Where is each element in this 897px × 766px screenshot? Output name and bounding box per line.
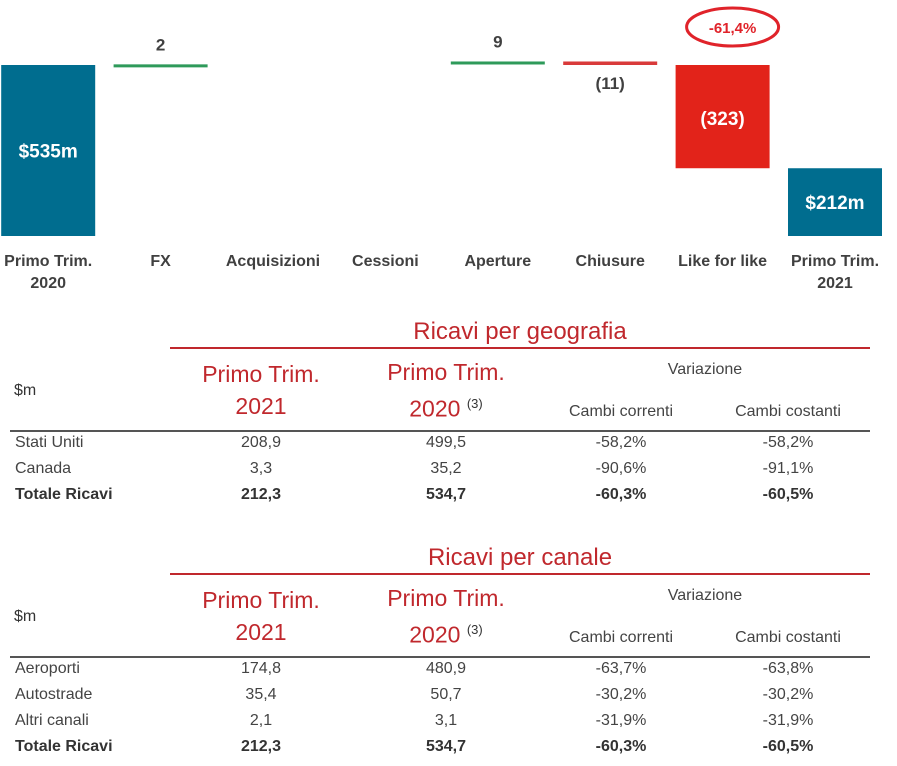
channel-cell-v3: -60,3% [595, 738, 647, 755]
category-label-3-0: Cessioni [352, 253, 419, 270]
channel-header-rule [10, 656, 870, 658]
channel-cell-v1: 35,4 [245, 686, 277, 703]
category-label-4-0: Aperture [464, 253, 531, 270]
geo-col-2021-header: Primo Trim. 2021 [186, 358, 336, 422]
bar-increase-1 [113, 64, 208, 68]
geo-sub-costanti: Cambi costanti [735, 403, 841, 420]
geo-row: Stati Uniti 208,9 499,5 -58,2% -58,2% [0, 434, 897, 460]
channel-cell-label: Altri canali [15, 712, 89, 729]
channel-col-2020-line2: 2020 [409, 621, 461, 648]
geo-cell-v2: 499,5 [425, 434, 467, 451]
channel-footnote-ref: (3) [466, 622, 483, 637]
channel-col-2020-line1: Primo Trim. [387, 585, 505, 611]
geo-table-title: Ricavi per geografia [413, 318, 627, 345]
waterfall-chart: $535m Primo Trim. 2020 2 FX Acquisizioni Cessi… [1, 6, 882, 292]
channel-cell-v4: -63,8% [762, 660, 814, 677]
callout-ellipse [685, 6, 781, 48]
geo-col-2020-line2: 2020 [409, 395, 461, 422]
channel-cell-label: Autostrade [15, 686, 93, 703]
bar-value-label-7: $212m [805, 193, 864, 214]
geo-footnote-ref: (3) [466, 396, 483, 411]
channel-unit-label: $m [14, 608, 37, 625]
geo-col-2020-header: Primo Trim. 2020 (3) [371, 356, 521, 425]
geo-cell-label: Stati Uniti [15, 434, 84, 451]
channel-table-title: Ricavi per canale [427, 544, 613, 571]
channel-cell-v3: -30,2% [595, 686, 647, 703]
geo-cell-v1: 208,9 [240, 434, 282, 451]
geo-cell-v1: 212,3 [240, 486, 282, 503]
callout-label: -61,4% [709, 20, 757, 37]
geo-cell-v4: -91,1% [762, 460, 814, 477]
channel-cell-v2: 534,7 [425, 738, 467, 755]
category-label-6-0: Like for like [678, 253, 767, 270]
channel-cell-v1: 174,8 [240, 660, 282, 677]
channel-cell-v4: -31,9% [762, 712, 814, 729]
geo-cell-v4: -60,5% [762, 486, 814, 503]
channel-cell-v1: 212,3 [240, 738, 282, 755]
geo-cell-label: Totale Ricavi [15, 486, 113, 503]
channel-table: Ricavi per canale $m Primo Trim. 2021 Pr… [0, 540, 897, 766]
channel-row: Autostrade 35,4 50,7 -30,2% -30,2% [0, 686, 897, 712]
geo-cell-v2: 534,7 [425, 486, 467, 503]
geo-table: Ricavi per geografia $m Primo Trim. 2021… [0, 314, 897, 524]
channel-cell-v4: -60,5% [762, 738, 814, 755]
geo-title-rule [170, 347, 870, 349]
geo-cell-v3: -58,2% [595, 434, 647, 451]
channel-col-2020-header: Primo Trim. 2020 (3) [371, 582, 521, 651]
bar-value-label-1: 2 [156, 35, 165, 54]
geo-col-2020-line1: Primo Trim. [387, 359, 505, 385]
channel-title-rule [170, 573, 870, 575]
bar-value-label-4: 9 [493, 32, 502, 51]
channel-col-2021-line1: Primo Trim. [202, 587, 320, 613]
channel-sub-costanti: Cambi costanti [735, 629, 841, 646]
channel-cell-label: Totale Ricavi [15, 738, 113, 755]
geo-cell-v3: -90,6% [595, 460, 647, 477]
channel-cell-v2: 50,7 [430, 686, 462, 703]
category-label-0-0: Primo Trim. [4, 253, 92, 270]
geo-col-2021-line2: 2021 [235, 393, 287, 419]
bar-decrease-5 [563, 61, 658, 65]
geo-sub-correnti: Cambi correnti [568, 403, 674, 420]
channel-cell-v2: 3,1 [434, 712, 458, 729]
channel-cell-v1: 2,1 [249, 712, 273, 729]
channel-col-2021-line2: 2021 [235, 619, 287, 645]
channel-row: Totale Ricavi 212,3 534,7 -60,3% -60,5% [0, 738, 897, 764]
category-label-7-0: Primo Trim. [791, 253, 879, 270]
channel-cell-v3: -63,7% [595, 660, 647, 677]
channel-cell-v4: -30,2% [762, 686, 814, 703]
channel-col-2021-header: Primo Trim. 2021 [186, 584, 336, 648]
geo-header-rule [10, 430, 870, 432]
category-label-2-0: Acquisizioni [226, 253, 320, 270]
geo-col-2021-line1: Primo Trim. [202, 361, 320, 387]
bar-total-7 [788, 168, 882, 236]
geo-row: Canada 3,3 35,2 -90,6% -91,1% [0, 460, 897, 486]
bar-total-0 [1, 65, 96, 236]
channel-variation-header: Variazione [667, 587, 743, 604]
bar-value-label-0: $535m [19, 142, 78, 163]
category-label-0-1: 2020 [30, 275, 66, 292]
channel-row: Altri canali 2,1 3,1 -31,9% -31,9% [0, 712, 897, 738]
geo-cell-v2: 35,2 [430, 460, 462, 477]
bar-increase-4 [450, 61, 545, 65]
channel-cell-v2: 480,9 [425, 660, 467, 677]
geo-variation-header: Variazione [667, 361, 743, 378]
geo-cell-v1: 3,3 [249, 460, 273, 477]
bar-decrease-6 [675, 65, 770, 169]
geo-cell-v3: -60,3% [595, 486, 647, 503]
bar-value-label-6: (323) [700, 109, 744, 130]
channel-sub-correnti: Cambi correnti [568, 629, 674, 646]
category-label-5-0: Chiusure [576, 253, 645, 270]
bar-value-label-5: (11) [596, 74, 625, 93]
channel-row: Aeroporti 174,8 480,9 -63,7% -63,8% [0, 660, 897, 686]
channel-cell-label: Aeroporti [15, 660, 80, 677]
geo-row: Totale Ricavi 212,3 534,7 -60,3% -60,5% [0, 486, 897, 512]
geo-unit-label: $m [14, 382, 37, 399]
category-label-7-1: 2021 [817, 275, 853, 292]
category-label-1-0: FX [150, 253, 171, 270]
geo-cell-v4: -58,2% [762, 434, 814, 451]
geo-cell-label: Canada [15, 460, 72, 477]
channel-cell-v3: -31,9% [595, 712, 647, 729]
